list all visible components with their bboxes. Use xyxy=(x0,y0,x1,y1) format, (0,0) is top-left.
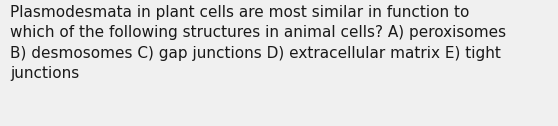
Text: Plasmodesmata in plant cells are most similar in function to
which of the follow: Plasmodesmata in plant cells are most si… xyxy=(10,5,506,81)
